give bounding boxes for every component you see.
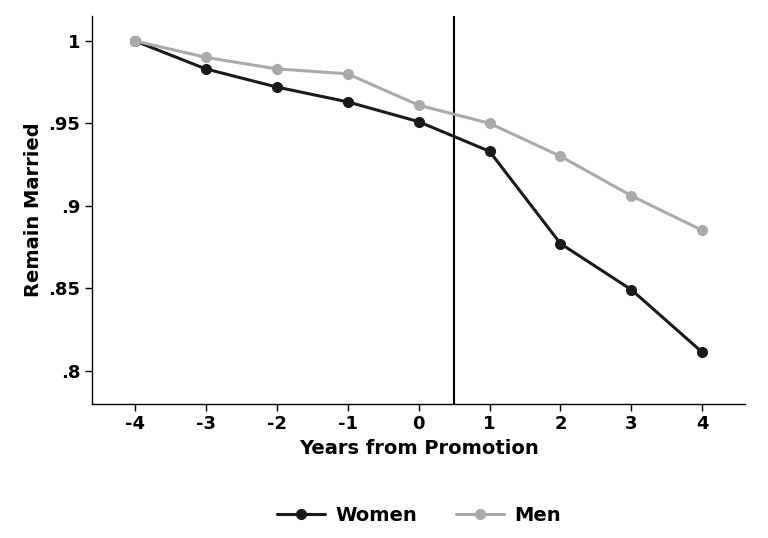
X-axis label: Years from Promotion: Years from Promotion bbox=[299, 439, 538, 458]
Legend: Women, Men: Women, Men bbox=[269, 498, 568, 533]
Men bbox=[485, 120, 494, 126]
Men bbox=[201, 54, 210, 61]
Women bbox=[130, 38, 139, 44]
Women bbox=[343, 98, 353, 105]
Men bbox=[414, 102, 423, 108]
Men bbox=[272, 66, 281, 72]
Men bbox=[343, 70, 353, 77]
Y-axis label: Remain Married: Remain Married bbox=[24, 123, 43, 297]
Men bbox=[130, 38, 139, 44]
Line: Women: Women bbox=[130, 36, 707, 357]
Men bbox=[556, 153, 565, 159]
Women bbox=[556, 240, 565, 247]
Women bbox=[485, 148, 494, 154]
Men bbox=[698, 227, 707, 233]
Line: Men: Men bbox=[130, 36, 707, 235]
Women bbox=[698, 349, 707, 356]
Men bbox=[627, 193, 636, 199]
Women bbox=[201, 66, 210, 72]
Women bbox=[627, 287, 636, 293]
Women bbox=[414, 118, 423, 125]
Women bbox=[272, 84, 281, 90]
